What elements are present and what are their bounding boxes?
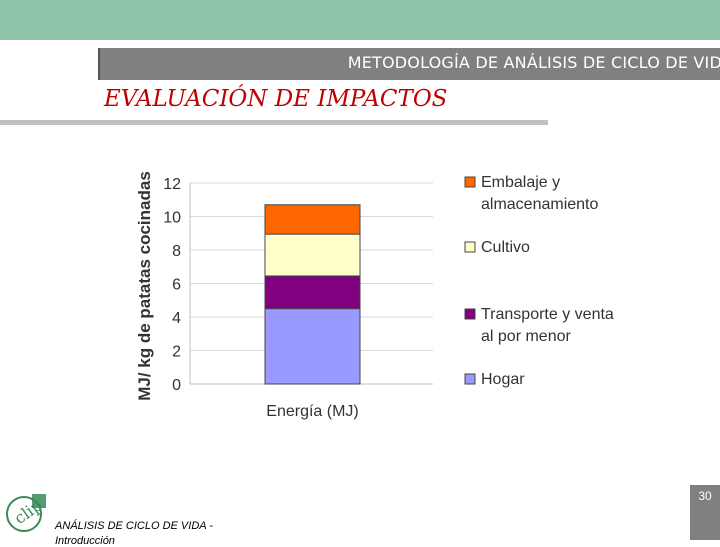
logo-square: [32, 494, 46, 508]
footer-text-cut: Introducción: [55, 535, 115, 547]
top-color-band: [0, 0, 720, 40]
y-tick-label: 0: [172, 377, 181, 394]
bar-segment: [264, 308, 361, 385]
bar-segment: [264, 275, 361, 310]
y-tick-label: 6: [172, 277, 181, 294]
bar-segment: [264, 233, 361, 277]
logo-ring: [6, 496, 42, 532]
y-tick-label: 12: [163, 176, 181, 193]
legend-swatch: [464, 373, 476, 385]
footer-text: ANÁLISIS DE CICLO DE VIDA -: [55, 520, 213, 532]
section-title: EVALUACIÓN DE IMPACTOS: [104, 86, 448, 112]
legend-label: Cultivo: [481, 239, 530, 256]
legend-label: Transporte y venta: [481, 306, 614, 323]
y-tick-label: 4: [172, 310, 181, 327]
legend-label: Embalaje y: [481, 174, 560, 191]
y-tick-label: 8: [172, 243, 181, 260]
clip-logo: clip: [2, 488, 50, 540]
legend-label: Hogar: [481, 371, 525, 388]
header-bar: METODOLOGÍA DE ANÁLISIS DE CICLO DE VID: [98, 48, 720, 80]
section-divider: [0, 120, 548, 125]
y-tick-label: 2: [172, 344, 181, 361]
legend-swatch: [464, 176, 476, 188]
legend-swatch: [464, 241, 476, 253]
bar-segment: [264, 204, 361, 235]
legend-label: al por menor: [481, 328, 571, 345]
header-title: METODOLOGÍA DE ANÁLISIS DE CICLO DE VID: [347, 53, 720, 72]
page-number-box: [690, 485, 720, 540]
x-category-label: Energía (MJ): [266, 403, 358, 420]
page-number: 30: [698, 489, 712, 503]
legend-swatch: [464, 308, 476, 320]
y-axis-label: MJ/ kg de patatas cocinadas: [135, 171, 154, 401]
legend-label: almacenamiento: [481, 196, 599, 213]
y-tick-label: 10: [163, 210, 181, 227]
